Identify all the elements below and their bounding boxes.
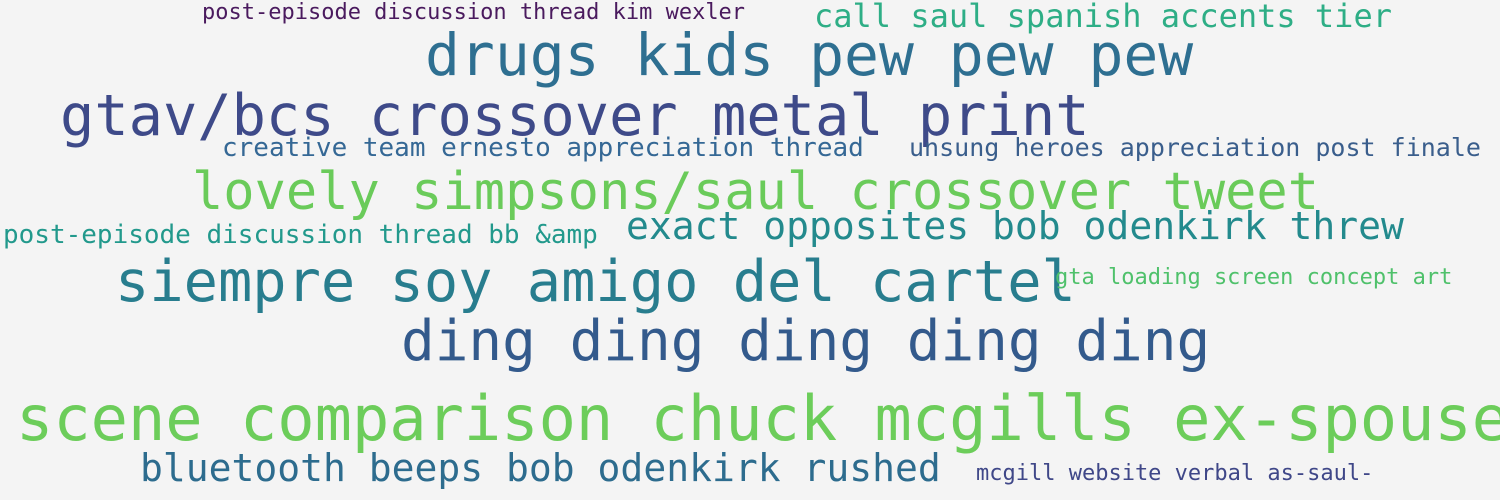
word-cloud-phrase: post-episode discussion thread bb &amp xyxy=(3,220,598,250)
word-cloud-phrase: mcgill website verbal as-saul- xyxy=(976,461,1374,486)
word-cloud-phrase: call saul spanish accents tier xyxy=(814,0,1392,35)
word-cloud-phrase: lovely simpsons/saul crossover tweet xyxy=(192,162,1320,222)
word-cloud-phrase: exact opposites bob odenkirk threw xyxy=(626,204,1404,248)
word-cloud-phrase: gta loading screen concept art xyxy=(1055,265,1453,290)
word-cloud-phrase: post-episode discussion thread kim wexle… xyxy=(202,0,746,25)
word-cloud-phrase: ding ding ding ding ding xyxy=(401,309,1211,374)
word-cloud-phrase: drugs kids pew pew pew xyxy=(425,21,1194,89)
word-cloud-phrase: gtav/bcs crossover metal print xyxy=(60,83,1090,149)
word-cloud-phrase: scene comparison chuck mcgills ex-spouse xyxy=(16,382,1500,455)
word-cloud-phrase: siempre soy amigo del cartel xyxy=(115,249,1076,315)
word-cloud-phrase: unsung heroes appreciation post finale xyxy=(909,133,1481,162)
word-cloud-phrase: creative team ernesto appreciation threa… xyxy=(222,133,864,163)
word-cloud-phrase: bluetooth beeps bob odenkirk rushed xyxy=(140,446,941,490)
